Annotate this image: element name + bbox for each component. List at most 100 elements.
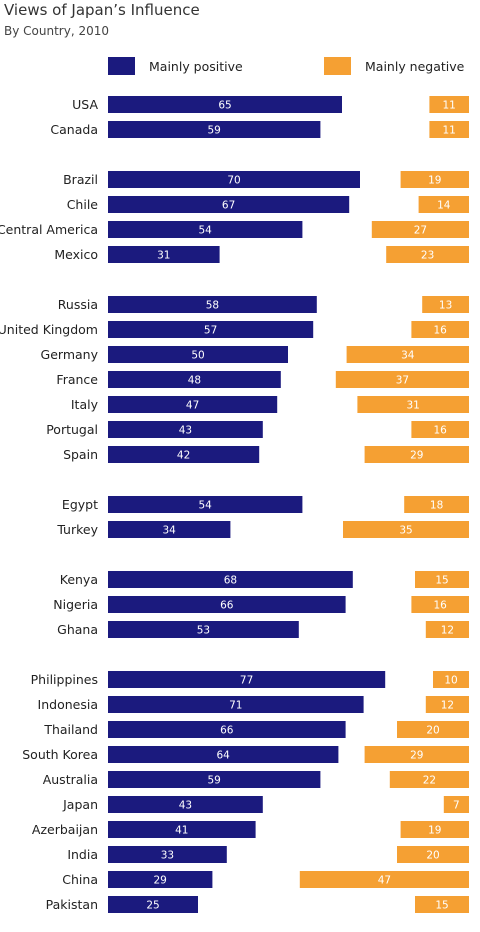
bar-negative-china	[299, 871, 469, 888]
bar-negative-chile	[418, 196, 469, 213]
value-label-positive-ghana: 53	[197, 625, 210, 637]
category-label-turkey: Turkey	[56, 522, 98, 537]
value-label-positive-turkey: 34	[163, 525, 177, 537]
value-label-positive-france: 48	[188, 375, 201, 387]
value-label-positive-thailand: 66	[220, 725, 234, 737]
bar-positive-china	[108, 871, 213, 888]
bar-positive-russia	[108, 296, 317, 313]
bar-negative-philippines	[433, 671, 469, 688]
category-label-thailand: Thailand	[43, 722, 98, 737]
value-label-positive-russia: 58	[206, 300, 219, 312]
bar-negative-egypt	[404, 496, 469, 513]
category-label-spain: Spain	[63, 447, 98, 462]
value-label-negative-azerbaijan: 19	[428, 825, 441, 837]
value-label-negative-russia: 13	[439, 300, 452, 312]
bar-negative-united-kingdom	[411, 321, 469, 338]
value-label-positive-philippines: 77	[240, 675, 253, 687]
value-label-negative-germany: 34	[401, 350, 415, 362]
value-label-positive-canada: 59	[208, 125, 221, 137]
bar-negative-portugal	[411, 421, 469, 438]
category-label-egypt: Egypt	[62, 497, 98, 512]
bar-negative-germany	[346, 346, 469, 363]
bar-negative-australia	[389, 771, 469, 788]
category-label-philippines: Philippines	[31, 672, 98, 687]
bar-positive-south-korea	[108, 746, 339, 763]
value-label-negative-india: 20	[426, 850, 439, 862]
bar-positive-ghana	[108, 621, 299, 638]
bar-positive-brazil	[108, 171, 360, 188]
bar-positive-australia	[108, 771, 321, 788]
legend-label-negative: Mainly negative	[365, 59, 465, 74]
bar-negative-turkey	[343, 521, 469, 538]
value-label-positive-india: 33	[161, 850, 174, 862]
category-label-japan: Japan	[62, 797, 98, 812]
value-label-positive-pakistan: 25	[146, 900, 159, 912]
bar-positive-india	[108, 846, 227, 863]
value-label-negative-united-kingdom: 16	[434, 325, 448, 337]
bar-positive-azerbaijan	[108, 821, 256, 838]
bar-positive-central-america	[108, 221, 303, 238]
value-label-negative-south-korea: 29	[410, 750, 423, 762]
bar-positive-canada	[108, 121, 321, 138]
bar-positive-egypt	[108, 496, 303, 513]
bar-negative-japan	[443, 796, 469, 813]
value-label-negative-usa: 11	[443, 100, 456, 112]
value-label-negative-australia: 22	[423, 775, 436, 787]
bar-positive-pakistan	[108, 896, 198, 913]
bar-negative-nigeria	[411, 596, 469, 613]
legend-label-positive: Mainly positive	[149, 59, 243, 74]
legend-swatch-negative	[324, 57, 351, 75]
value-label-negative-brazil: 19	[428, 175, 441, 187]
category-label-mexico: Mexico	[54, 247, 98, 262]
value-label-negative-turkey: 35	[399, 525, 412, 537]
bar-positive-turkey	[108, 521, 231, 538]
bar-negative-indonesia	[425, 696, 469, 713]
bar-positive-mexico	[108, 246, 220, 263]
value-label-negative-kenya: 15	[435, 575, 448, 587]
bar-negative-india	[397, 846, 469, 863]
bar-positive-thailand	[108, 721, 346, 738]
category-label-central-america: Central America	[0, 222, 98, 237]
bar-positive-kenya	[108, 571, 353, 588]
bar-negative-pakistan	[415, 896, 469, 913]
category-label-kenya: Kenya	[60, 572, 98, 587]
category-label-australia: Australia	[43, 772, 98, 787]
category-label-brazil: Brazil	[63, 172, 98, 187]
bar-positive-portugal	[108, 421, 263, 438]
value-label-negative-spain: 29	[410, 450, 423, 462]
category-label-chile: Chile	[67, 197, 99, 212]
value-label-negative-thailand: 20	[426, 725, 439, 737]
value-label-positive-chile: 67	[222, 200, 235, 212]
bar-negative-mexico	[386, 246, 469, 263]
value-label-negative-mexico: 23	[421, 250, 434, 262]
category-label-portugal: Portugal	[46, 422, 98, 437]
category-label-italy: Italy	[71, 397, 99, 412]
value-label-positive-germany: 50	[191, 350, 204, 362]
bar-negative-azerbaijan	[400, 821, 469, 838]
value-label-positive-central-america: 54	[199, 225, 213, 237]
value-label-positive-kenya: 68	[224, 575, 237, 587]
bar-positive-philippines	[108, 671, 386, 688]
bar-negative-russia	[422, 296, 469, 313]
bar-negative-france	[335, 371, 469, 388]
chart-subtitle: By Country, 2010	[4, 24, 109, 38]
value-label-negative-chile: 14	[437, 200, 451, 212]
category-label-pakistan: Pakistan	[46, 897, 98, 912]
bar-negative-thailand	[397, 721, 469, 738]
category-label-nigeria: Nigeria	[53, 597, 98, 612]
legend-swatch-positive	[108, 57, 135, 75]
bar-positive-indonesia	[108, 696, 364, 713]
bar-negative-south-korea	[364, 746, 469, 763]
value-label-positive-australia: 59	[208, 775, 221, 787]
bar-positive-usa	[108, 96, 342, 113]
category-label-azerbaijan: Azerbaijan	[32, 822, 98, 837]
category-label-indonesia: Indonesia	[38, 697, 98, 712]
value-label-negative-egypt: 18	[430, 500, 443, 512]
value-label-positive-nigeria: 66	[220, 600, 234, 612]
bar-positive-france	[108, 371, 281, 388]
value-label-negative-pakistan: 15	[435, 900, 448, 912]
category-label-france: France	[56, 372, 98, 387]
bar-negative-brazil	[400, 171, 469, 188]
value-label-negative-canada: 11	[443, 125, 456, 137]
